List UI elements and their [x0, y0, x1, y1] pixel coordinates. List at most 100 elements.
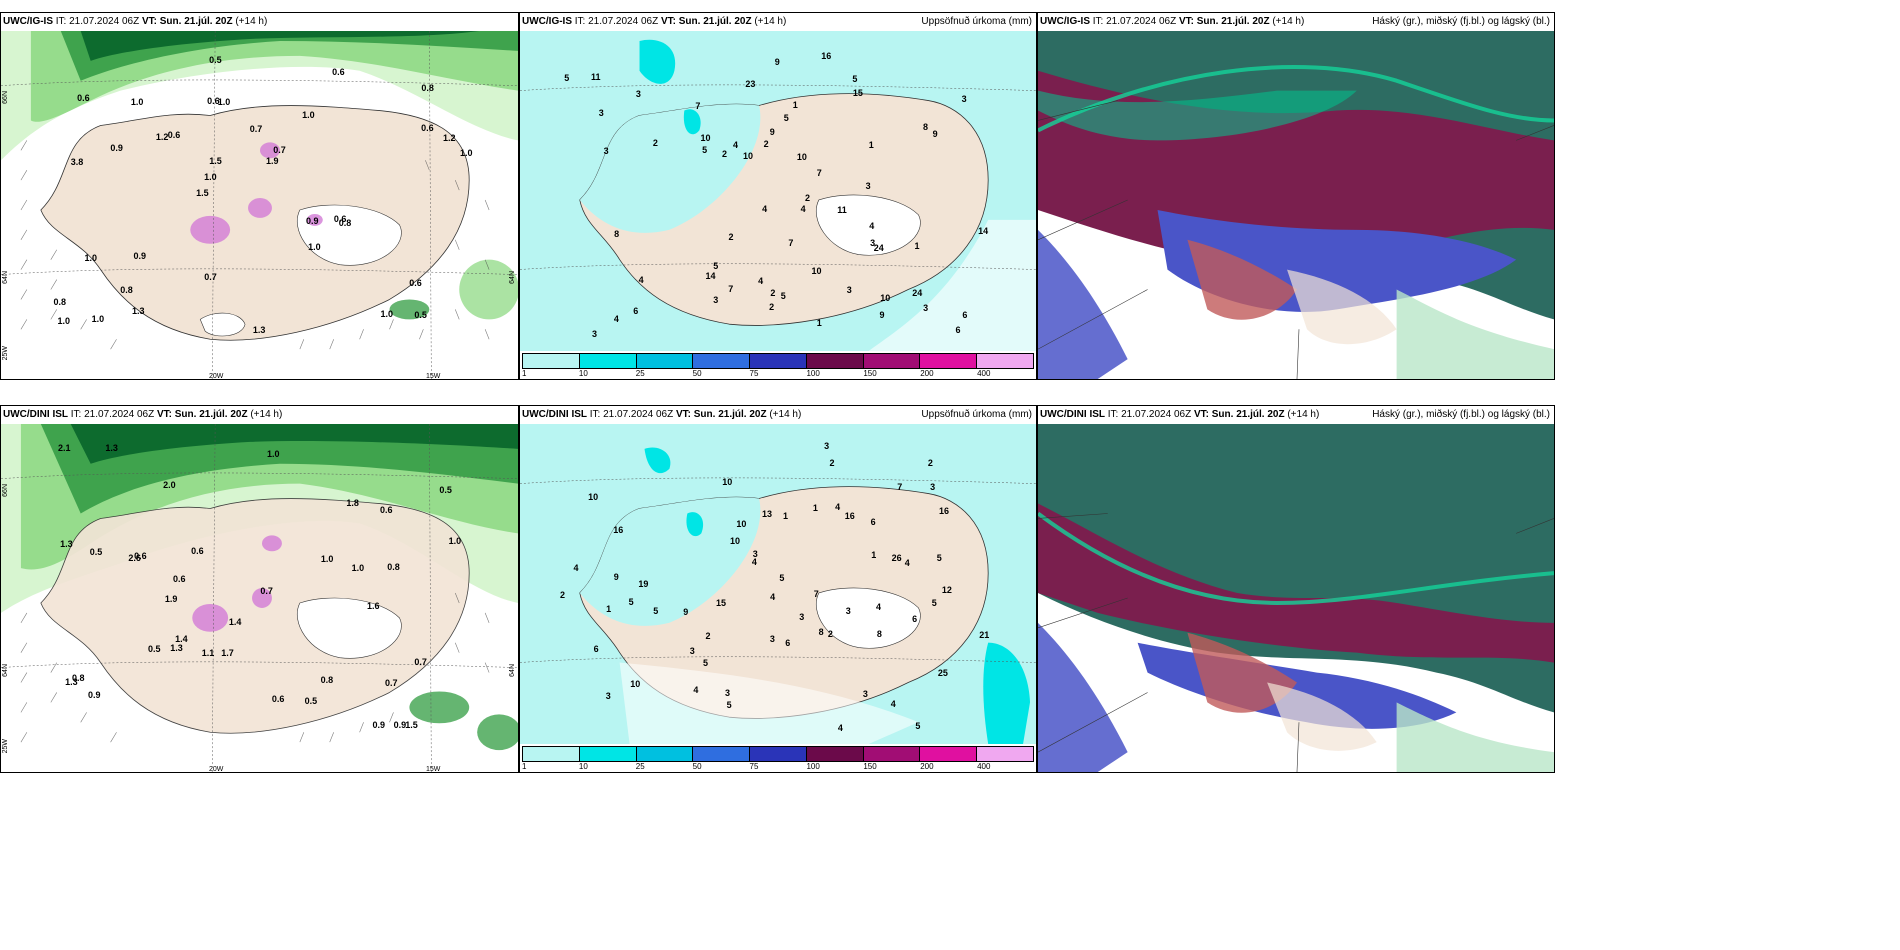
map-svg [520, 31, 1036, 351]
map-value-label: 3 [752, 548, 758, 559]
map-value-label: 1.9 [164, 593, 178, 604]
map-value-label: 0.6 [421, 122, 434, 133]
legend-swatch [863, 747, 921, 761]
map-value-label: 7 [897, 482, 903, 493]
map-value-label: 4 [762, 204, 768, 215]
map-value-label: 1.0 [351, 563, 365, 573]
map-value-label: 7 [813, 589, 819, 600]
map-value-label: 3 [769, 633, 775, 644]
map-value-label: 2 [705, 630, 711, 641]
map-value-label: 1.4 [228, 616, 242, 627]
lat-label-mid: 64N [2, 664, 9, 677]
map-value-label: 3 [603, 145, 609, 156]
precip-legend: 1 10 25 50 75 100 150 200 400 [520, 744, 1036, 772]
map-value-label: 2 [721, 148, 727, 159]
legend-swatch [920, 354, 978, 368]
map-value-label: 0.5 [147, 644, 161, 655]
lon-label-left: 20W [209, 766, 224, 773]
map-value-label: 1.1 [201, 647, 215, 658]
it-value: 21.07.2024 06Z [588, 16, 659, 27]
map-value-label: 3 [824, 440, 830, 451]
map-value-label: 10 [880, 292, 891, 303]
model-name: UWC/DINI ISL [3, 409, 68, 420]
map-value-label: 14 [978, 225, 989, 236]
legend-swatch [693, 354, 751, 368]
map-value-label: 6 [633, 305, 639, 316]
legend-tick: 150 [863, 762, 877, 771]
map-value-label: 7 [695, 101, 701, 112]
map-value-label: 1 [871, 549, 877, 560]
legend-tick: 200 [920, 762, 934, 771]
map-value-label: 2 [927, 457, 933, 468]
map-value-label: 7 [728, 284, 734, 295]
map-value-label: 12 [941, 585, 952, 596]
map-value-label: 3 [598, 108, 604, 119]
map-value-label: 5 [915, 720, 921, 731]
map-value-label: 15 [715, 597, 726, 608]
it-value: 21.07.2024 06Z [1121, 409, 1192, 420]
map-value-label: 5 [931, 597, 937, 608]
map-value-label: 0.7 [414, 656, 427, 667]
map-title: Uppsöfnuð úrkoma (mm) [921, 409, 1032, 420]
model-name: UWC/DINI ISL [522, 409, 587, 420]
map-value-label: 4 [835, 501, 841, 512]
legend-tick: 400 [977, 762, 991, 771]
map-value-label: 1.0 [460, 148, 473, 159]
map-value-label: 0.7 [385, 677, 398, 688]
map-value-label: 0.6 [167, 130, 181, 141]
map-value-label: 0.7 [260, 585, 273, 596]
map-value-label: 0.9 [133, 250, 147, 261]
map-value-label: 3 [862, 688, 868, 699]
map-value-label: 1.0 [57, 315, 71, 326]
legend-tick: 10 [578, 369, 588, 378]
it-label: IT: [1092, 16, 1104, 27]
legend-tick: 75 [749, 762, 759, 771]
map-value-label: 1.3 [105, 443, 118, 454]
map-value-label: 9 [879, 309, 885, 320]
map-value-label: 1.0 [380, 309, 394, 320]
map-value-label: 5 [703, 658, 709, 669]
legend-tick: 200 [920, 369, 934, 378]
lead-time: (+14 h) [769, 409, 802, 420]
map-value-label: 16 [938, 506, 949, 517]
map-value-label: 1.6 [367, 601, 380, 612]
legend-tick: 50 [692, 369, 702, 378]
model-name: UWC/IG-IS [3, 16, 53, 27]
legend-swatch [523, 747, 580, 761]
map-value-label: 15 [852, 87, 863, 98]
map-value-label: 1 [812, 503, 818, 514]
map-value-label: 6 [870, 516, 876, 527]
vt-value: Sun. 21.júl. 20Z [693, 409, 767, 420]
legend-tick: 25 [635, 369, 645, 378]
map-value-label: 11 [591, 72, 601, 83]
map-value-label: 2 [769, 301, 775, 312]
panel-top-left: UWC/IG-IS IT: 21.07.2024 06Z VT: Sun. 21… [0, 12, 519, 380]
map-value-label: 10 [700, 132, 711, 143]
map-title: Háský (gr.), miðský (fj.bl.) og lágský (… [1372, 16, 1550, 27]
map-value-label: 14 [705, 271, 716, 282]
map-value-label: 9 [683, 606, 689, 617]
map-value-label: 4 [693, 684, 699, 695]
map-value-label: 1 [792, 99, 798, 110]
lat-label-top: 66N [2, 91, 9, 104]
panel-bottom-left: UWC/DINI ISL IT: 21.07.2024 06Z VT: Sun.… [0, 405, 519, 773]
map-value-label: 23 [745, 78, 756, 89]
map-value-label: 0.5 [304, 696, 318, 706]
map-value-label: 9 [769, 126, 775, 137]
map-value-label: 0.7 [273, 145, 286, 155]
map-value-label: 3 [845, 606, 851, 617]
map-value-label: 0.9 [393, 720, 407, 731]
map-value-label: 1 [782, 510, 788, 521]
legend-tick: 100 [806, 369, 820, 378]
map-value-label: 1.0 [302, 109, 315, 120]
map-value-label: 1.8 [346, 497, 359, 508]
lat-label-right: 64N [509, 664, 516, 677]
map-value-label: 10 [722, 477, 733, 488]
legend-ticks: 1 10 25 50 75 100 150 200 400 [522, 369, 1034, 379]
map-value-label: 2 [652, 138, 658, 149]
map-value-label: 1.0 [130, 97, 144, 108]
map-value-label: 3 [870, 238, 876, 249]
it-label: IT: [70, 409, 82, 420]
map-value-label: 6 [962, 310, 968, 321]
map-value-label: 1.5 [209, 155, 222, 166]
